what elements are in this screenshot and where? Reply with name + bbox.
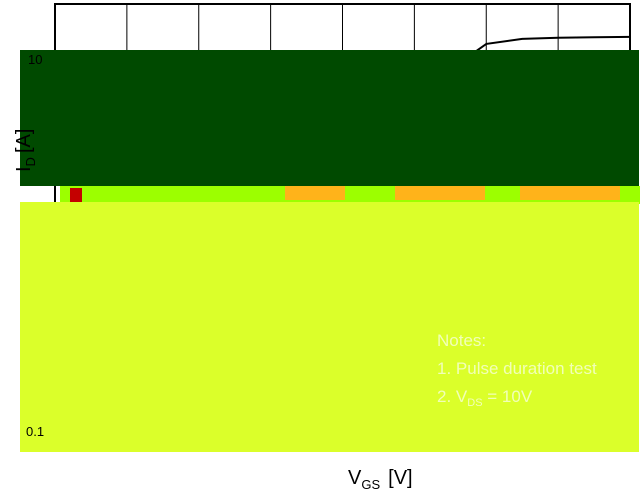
notes-line-1: 1. Pulse duration test bbox=[437, 359, 597, 378]
orange-block-c bbox=[520, 186, 620, 200]
red-marker bbox=[70, 188, 82, 202]
orange-block-a bbox=[285, 186, 345, 200]
y-axis-label-unit: [A] bbox=[13, 129, 35, 153]
x-axis-label-sub: GS bbox=[361, 477, 380, 492]
notes-line-2-sub: DS bbox=[467, 397, 482, 409]
dark-overlay-panel bbox=[20, 50, 639, 186]
x-axis-label-unit: [V] bbox=[388, 467, 412, 489]
notes-line-2-value: = 10V bbox=[483, 387, 533, 406]
x-axis-label: VGS [V] bbox=[348, 467, 413, 492]
y-tick-label: 0.1 bbox=[26, 424, 44, 439]
bright-strip bbox=[60, 186, 640, 204]
y-tick-label: 10 bbox=[28, 52, 42, 67]
y-axis-label-main: I bbox=[13, 166, 35, 172]
y-axis-label: ID [A] bbox=[13, 129, 38, 172]
x-axis-label-main: V bbox=[348, 467, 362, 489]
orange-block-b bbox=[395, 186, 485, 200]
lime-overlay-panel bbox=[20, 202, 639, 452]
notes-heading: Notes: bbox=[437, 331, 486, 350]
notes-line-2: 2. VDS = 10V bbox=[437, 387, 533, 409]
y-axis-label-sub: D bbox=[23, 157, 38, 166]
notes-line-2-v: 2. V bbox=[437, 387, 468, 406]
notes-block: Notes: 1. Pulse duration test 2. VDS = 1… bbox=[437, 331, 597, 409]
svg-text:ID[A]: ID [A] bbox=[13, 129, 38, 172]
